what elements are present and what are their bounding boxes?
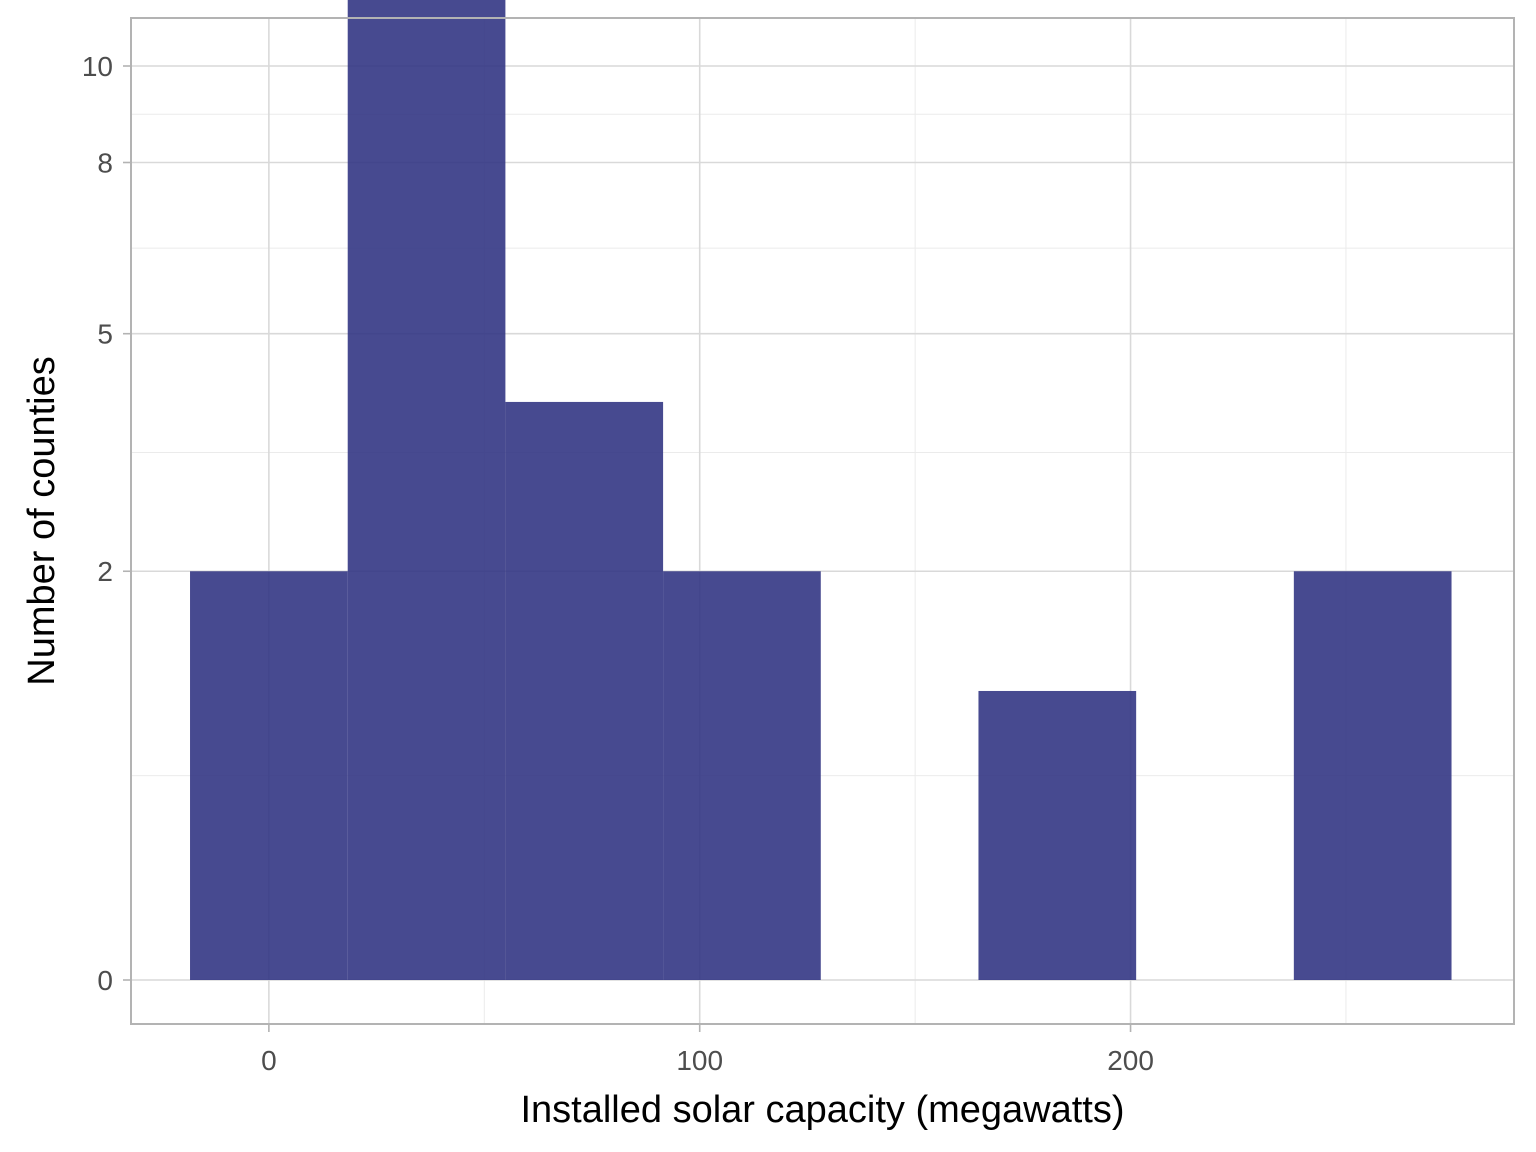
histogram-bar <box>663 571 821 980</box>
y-tick-label: 5 <box>97 319 113 350</box>
x-axis-tick-labels: 0 100 200 <box>261 1045 1154 1076</box>
x-axis-title: Installed solar capacity (megawatts) <box>520 1089 1124 1131</box>
histogram-bar <box>978 690 1137 980</box>
y-tick-label: 2 <box>97 556 113 587</box>
histogram-bar <box>347 0 506 981</box>
axis-ticks <box>123 65 1132 1032</box>
x-tick-label: 0 <box>261 1045 277 1076</box>
y-tick-label: 0 <box>97 965 113 996</box>
x-tick-label: 200 <box>1107 1045 1154 1076</box>
y-tick-label: 8 <box>97 147 113 178</box>
histogram-bars <box>190 0 1452 981</box>
histogram-bar <box>190 571 348 980</box>
panel-border <box>130 17 1515 1025</box>
y-tick-label: 10 <box>82 51 113 82</box>
histogram-bar <box>505 401 664 980</box>
x-tick-label: 100 <box>676 1045 723 1076</box>
y-axis-title: Number of counties <box>21 356 63 686</box>
y-axis-tick-labels: 0 2 5 8 10 <box>82 51 113 996</box>
histogram-bar <box>1293 571 1452 980</box>
